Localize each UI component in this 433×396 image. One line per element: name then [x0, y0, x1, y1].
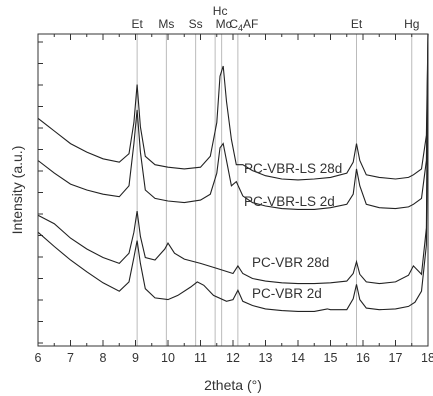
- x-tick-label-6: 12: [226, 351, 240, 365]
- series-label-1: PC-VBR-LS 2d: [244, 194, 335, 209]
- x-tick-label-12: 18: [421, 351, 433, 365]
- series-label-0: PC-VBR-LS 28d: [244, 161, 342, 176]
- y-axis-ticks: [38, 41, 43, 344]
- x-tick-label-5: 11: [194, 351, 207, 365]
- series-line-1: [37, 33, 429, 210]
- x-tick-label-0: 6: [35, 351, 42, 365]
- x-tick-label-9: 15: [324, 351, 338, 365]
- series-label-3: PC-VBR 2d: [252, 286, 322, 301]
- reference-label-4: Mc: [216, 17, 232, 31]
- reference-label-1: Ms: [158, 17, 174, 31]
- x-tick-label-2: 8: [100, 351, 107, 365]
- reference-label-3: Hc: [213, 4, 228, 18]
- series-labels: PC-VBR-LS 28d PC-VBR-LS 2d PC-VBR 28d PC-VB…: [244, 161, 342, 301]
- diffraction-curves: [37, 33, 429, 312]
- series-label-2: PC-VBR 28d: [252, 255, 329, 270]
- x-tick-label-3: 9: [132, 351, 139, 365]
- x-axis-label: 2theta (°): [204, 377, 262, 393]
- x-tick-label-4: 10: [161, 351, 175, 365]
- x-tick-label-11: 17: [389, 351, 403, 365]
- reference-label-5: C4AF: [229, 17, 258, 33]
- y-axis-label: Intensity (a.u.): [9, 146, 25, 235]
- x-tick-label-1: 7: [67, 351, 74, 365]
- reference-label-0: Et: [131, 17, 143, 31]
- series-line-0: [37, 33, 429, 181]
- reference-label-2: Ss: [189, 17, 203, 31]
- x-tick-label-7: 13: [259, 351, 273, 365]
- series-line-2: [37, 33, 429, 285]
- series-line-3: [37, 33, 429, 312]
- reference-label-6: Et: [351, 17, 363, 31]
- x-tick-label-8: 14: [291, 351, 305, 365]
- reference-label-7: Hg: [404, 17, 419, 31]
- reference-lines: [136, 34, 413, 346]
- x-tick-label-10: 16: [356, 351, 370, 365]
- x-axis-ticks: 6 7 8 9 10 11 12 13 14 15 16 17 18: [35, 34, 433, 365]
